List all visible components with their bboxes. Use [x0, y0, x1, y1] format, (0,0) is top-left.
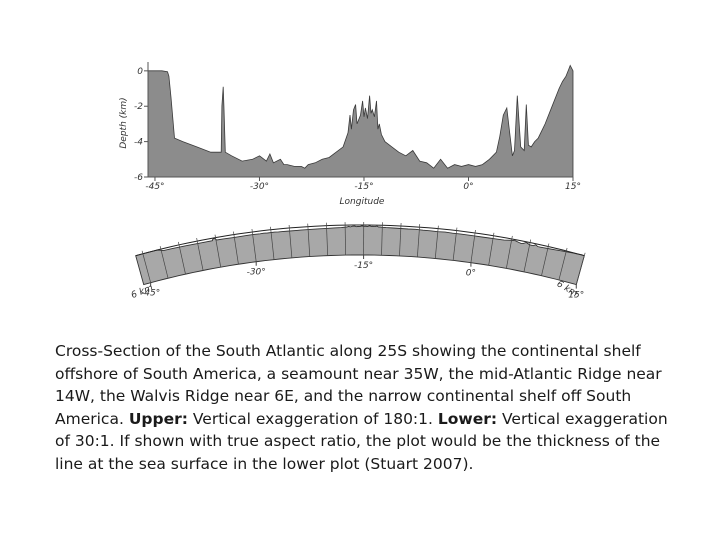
depth-profile-area — [147, 64, 574, 178]
radial-line — [288, 224, 293, 258]
y-tick-label: 0 — [137, 67, 143, 77]
radial-line — [417, 224, 421, 258]
true-scale-band — [135, 225, 585, 286]
lower-x-tick-label: 0° — [466, 269, 476, 279]
sea-surface-arc — [135, 224, 585, 257]
caption-upper-label: Upper: — [128, 409, 188, 428]
x-tick-label: -30° — [250, 182, 269, 192]
caption-lower-label: Lower: — [437, 409, 498, 428]
x-tick-label: 15° — [565, 182, 581, 192]
radial-line — [506, 235, 513, 269]
radial-line — [399, 222, 402, 256]
radial-line — [251, 228, 257, 262]
y-tick-label: -6 — [134, 173, 143, 183]
radial-line — [558, 247, 568, 281]
radial-line — [270, 226, 275, 260]
lower-x-tick-label: -45° — [141, 289, 160, 299]
lower-x-ticks: -45° -30° -15° 0° 15° — [141, 255, 584, 301]
radial-line — [434, 225, 439, 259]
radial-line — [488, 232, 495, 266]
radial-line — [452, 227, 458, 261]
radial-line — [575, 252, 586, 285]
caption-upper-text: Vertical exaggeration of 180:1. — [192, 409, 433, 428]
y-axis-title: Depth (km) — [119, 97, 129, 148]
radial-line — [214, 234, 222, 268]
figure-caption: Cross-Section of the South Atlantic alon… — [55, 340, 675, 475]
lower-panel: -45°-30°-15°0°15° 6 km 6 km — [130, 222, 586, 301]
lower-x-tick-label: 15° — [568, 291, 584, 301]
radial-line — [141, 250, 151, 283]
radial-line — [381, 222, 383, 256]
radial-line — [233, 231, 239, 265]
radial-line — [541, 243, 550, 276]
x-ticks: -45° -30° -15° 0° 15° — [145, 177, 581, 192]
y-tick-label: -4 — [134, 138, 143, 148]
caption-lower-text: Vertical exaggeration of 30:1. If shown … — [55, 409, 668, 473]
radial-line — [326, 222, 329, 256]
lower-x-tick-label: -30° — [247, 268, 266, 278]
y-ticks: 0 -2 -4 -6 — [134, 67, 148, 183]
radial-line — [523, 239, 532, 272]
x-axis-title: Longitude — [340, 197, 385, 207]
cross-section-figure: 0 -2 -4 -6 -45° -30° -15° 0° 15° Depth (km) Lon… — [119, 62, 586, 301]
radial-line — [196, 238, 204, 271]
x-tick-label: -15° — [354, 182, 373, 192]
y-tick-label: -2 — [134, 102, 143, 112]
radial-line — [344, 222, 346, 256]
radial-line — [307, 223, 311, 257]
longitude-radials — [141, 222, 586, 285]
lower-x-tick-label: -15° — [354, 261, 373, 271]
x-tick-label: -45° — [145, 182, 164, 192]
radial-line — [470, 229, 476, 263]
x-tick-label: 0° — [463, 182, 473, 192]
upper-panel: 0 -2 -4 -6 -45° -30° -15° 0° 15° Depth (km) Lon… — [119, 62, 581, 207]
radial-line — [159, 246, 169, 279]
caption-intro: Cross-Section of the South Atlantic alon… — [55, 342, 662, 428]
radial-line — [178, 241, 186, 275]
